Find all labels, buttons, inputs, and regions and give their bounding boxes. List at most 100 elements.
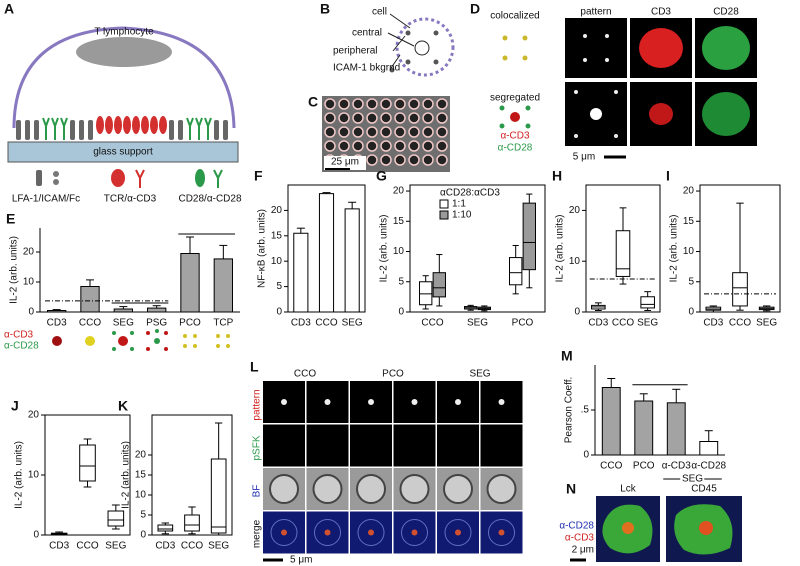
spot	[281, 529, 287, 536]
x-tick-label: SEG	[342, 318, 363, 329]
glyph	[53, 179, 59, 185]
cell	[488, 519, 515, 546]
column-label: CD3	[651, 7, 671, 18]
row-label: pSFK	[252, 435, 263, 460]
spots	[574, 34, 618, 138]
spot	[422, 140, 434, 152]
y-axis-label: NF-κB (arb. units)	[257, 209, 268, 288]
spot	[436, 98, 448, 110]
spot	[411, 399, 418, 405]
spot	[366, 154, 378, 166]
icon	[130, 347, 134, 351]
legend-swatch	[439, 210, 449, 220]
spot	[389, 67, 395, 73]
spot	[422, 126, 434, 138]
legend-swatch	[439, 199, 449, 209]
x-tick-label: SEG	[756, 318, 777, 329]
icon	[85, 336, 95, 346]
spot	[499, 105, 505, 111]
panel-letter: E	[6, 211, 15, 227]
micrograph	[263, 424, 305, 467]
spot	[352, 126, 364, 138]
spot	[324, 98, 336, 110]
lfa	[169, 120, 174, 140]
panel-letter: M	[561, 348, 573, 364]
lfa	[223, 120, 228, 140]
legend-label: 1:10	[452, 210, 472, 221]
spot	[525, 105, 531, 111]
y-tick-label: 15	[135, 470, 147, 481]
box	[432, 272, 446, 298]
spot	[324, 126, 336, 138]
icon	[164, 331, 168, 335]
cell-outline	[12, 26, 236, 129]
panel-letter: F	[254, 168, 263, 184]
glyph	[111, 169, 125, 187]
x-tick-label: SEG	[467, 318, 488, 329]
spot	[498, 399, 505, 405]
column-label: Lck	[620, 484, 637, 495]
spot	[324, 140, 336, 152]
icon	[226, 344, 230, 348]
icon	[164, 347, 168, 351]
bar	[47, 310, 67, 313]
cd28	[42, 117, 50, 140]
x-tick-label: CCO	[600, 461, 622, 472]
central-spot	[414, 40, 430, 56]
y-tick-label: 10	[23, 277, 35, 288]
tcr	[141, 116, 149, 134]
bar	[293, 232, 309, 313]
y-tick-label: 15	[683, 216, 695, 227]
icon	[183, 334, 187, 338]
x-tick-label: PSG	[146, 318, 167, 329]
glyph	[135, 169, 145, 188]
box	[210, 458, 227, 534]
x-tick-label: SEG	[637, 318, 658, 329]
cell-signal	[699, 521, 713, 535]
x-tick-label: SEG	[208, 541, 229, 552]
icon	[112, 331, 116, 335]
cd28	[204, 117, 212, 140]
cell	[399, 474, 430, 504]
row-label: BF	[252, 485, 263, 498]
bar	[318, 193, 335, 313]
panel-letter: H	[552, 168, 562, 184]
row-label: pattern	[252, 389, 263, 420]
tcr	[114, 116, 122, 134]
spot	[525, 123, 531, 129]
glass-label: glass support	[93, 147, 153, 158]
x-tick-label: TCP	[213, 318, 233, 329]
x-tick-label: α-CD28	[691, 461, 726, 472]
spot	[433, 30, 439, 36]
spot	[614, 90, 618, 94]
glyph	[213, 169, 223, 188]
spot	[380, 98, 392, 110]
panel-letter: C	[308, 94, 318, 110]
icon	[52, 336, 62, 346]
spot	[574, 90, 578, 94]
spot	[338, 112, 350, 124]
y-tick-label: .5	[581, 405, 590, 416]
spot	[436, 140, 448, 152]
spot	[411, 529, 418, 536]
icon	[193, 334, 197, 338]
bar	[113, 308, 133, 313]
spot	[352, 98, 364, 110]
spot	[366, 140, 378, 152]
panel-letter: G	[376, 168, 387, 184]
spot	[510, 112, 520, 122]
cell	[444, 519, 472, 546]
bar	[666, 402, 686, 456]
tcr	[105, 116, 113, 134]
annotation: α-CD3	[4, 330, 34, 341]
panel-letter: D	[470, 1, 480, 17]
spot	[605, 58, 609, 62]
bar	[80, 286, 100, 313]
spot	[583, 34, 587, 38]
y-tick-label: 15	[393, 216, 405, 227]
frame	[699, 184, 781, 313]
panel-b: B cell central peripheral ICAM-1 bkgrnd	[320, 1, 455, 77]
spot	[352, 112, 364, 124]
cell-signal	[702, 26, 750, 70]
column-label: PCO	[382, 369, 404, 380]
